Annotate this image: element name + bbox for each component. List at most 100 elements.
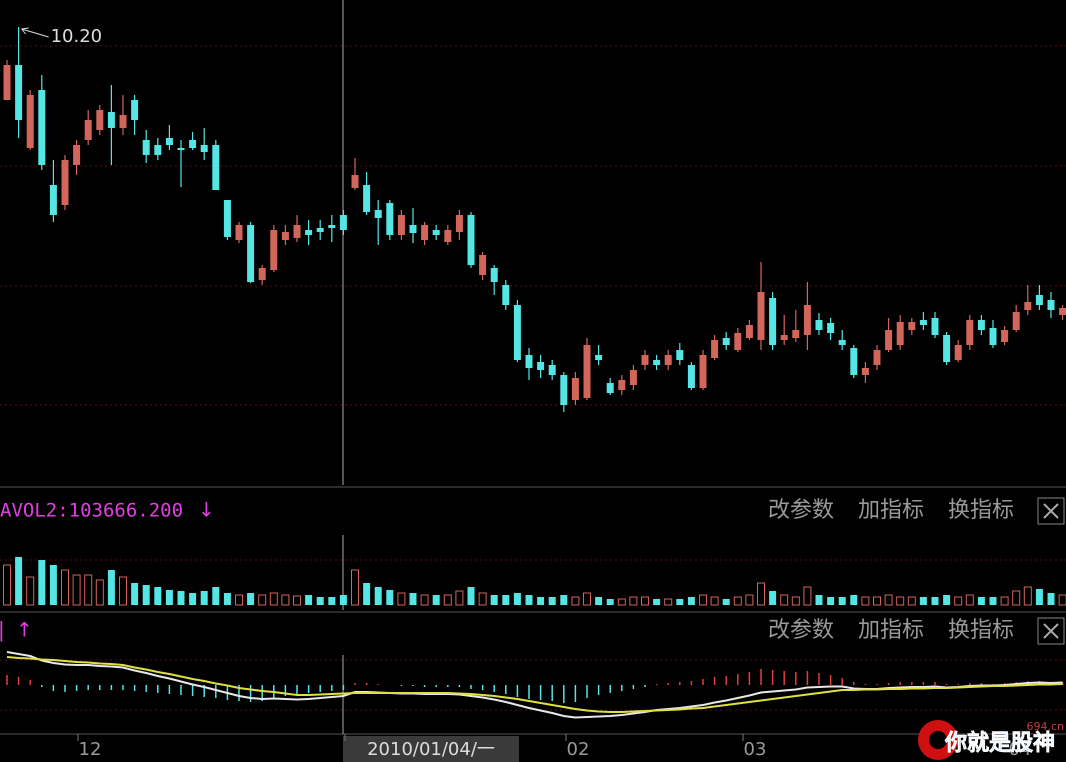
volume-bar bbox=[328, 597, 336, 605]
volume-bar bbox=[803, 586, 812, 606]
candle-body bbox=[931, 318, 939, 335]
candle-body bbox=[26, 95, 34, 148]
x-tick-label: 02 bbox=[567, 739, 590, 760]
watermark-site: 694.cn bbox=[1026, 720, 1064, 733]
candle-body bbox=[421, 225, 429, 240]
volume-bar bbox=[780, 594, 789, 606]
candle-body bbox=[339, 215, 347, 230]
toolbar-button[interactable]: 改参数 bbox=[768, 498, 834, 523]
toolbar-button[interactable]: 换指标 bbox=[948, 618, 1014, 643]
candle-body bbox=[189, 140, 197, 148]
volume-bar bbox=[954, 596, 963, 606]
volume-bar bbox=[397, 592, 406, 606]
volume-bar bbox=[548, 597, 556, 605]
candle-body bbox=[363, 185, 371, 212]
candle-body bbox=[444, 230, 452, 242]
close-box bbox=[1037, 617, 1065, 645]
x-tick-label: 04 bbox=[1009, 739, 1032, 760]
toolbar-button[interactable]: 加指标 bbox=[858, 618, 924, 643]
candle-body bbox=[3, 65, 11, 100]
volume-bar bbox=[443, 594, 452, 606]
candle-body bbox=[513, 305, 521, 360]
volume-bar bbox=[3, 564, 11, 606]
volume-bar bbox=[884, 594, 893, 606]
volume-bar bbox=[119, 576, 127, 606]
volume-label: AVOL2:103666.200 bbox=[0, 500, 183, 522]
volume-bar bbox=[710, 596, 719, 606]
volume-bar bbox=[919, 597, 927, 605]
candle-body bbox=[838, 340, 846, 345]
volume-bar bbox=[513, 593, 521, 605]
volume-bar bbox=[1058, 594, 1066, 606]
candle-body bbox=[1024, 302, 1032, 310]
volume-bar bbox=[907, 596, 916, 606]
candle-body bbox=[896, 322, 904, 345]
volume-bar bbox=[200, 591, 208, 605]
candle-body bbox=[861, 368, 869, 375]
volume-bar bbox=[595, 597, 603, 605]
volume-bar bbox=[305, 595, 313, 605]
candle-body bbox=[96, 110, 104, 130]
candle-body bbox=[131, 100, 139, 120]
volume-bar bbox=[641, 596, 649, 606]
toolbar-button[interactable]: 加指标 bbox=[858, 498, 924, 523]
candle-body bbox=[757, 292, 765, 340]
volume-bar bbox=[1047, 593, 1055, 605]
candle-body bbox=[780, 335, 788, 340]
candle-body bbox=[142, 140, 150, 155]
volume-bar bbox=[815, 595, 823, 605]
volume-arrow: ↓ bbox=[198, 498, 215, 522]
candle-body bbox=[560, 375, 568, 405]
candle-body bbox=[618, 380, 626, 390]
volume-bar bbox=[269, 592, 278, 606]
candle-body bbox=[664, 355, 672, 365]
candle-body bbox=[386, 203, 394, 235]
candle-body bbox=[687, 365, 695, 388]
volume-bar bbox=[61, 569, 69, 606]
volume-bar bbox=[757, 582, 765, 606]
candle-body bbox=[1001, 330, 1009, 342]
candle-body bbox=[247, 225, 255, 282]
volume-bar bbox=[363, 583, 371, 605]
volume-bar bbox=[560, 595, 568, 605]
marks: 10.20 12 2010/01/04/一 02 03 04 bbox=[3, 26, 1066, 760]
volume-bar bbox=[409, 593, 417, 605]
candle-body bbox=[351, 175, 359, 188]
volume-bar bbox=[223, 593, 231, 605]
volume-bar bbox=[212, 587, 220, 605]
candle-body bbox=[1047, 300, 1055, 310]
candle-body bbox=[827, 323, 835, 333]
volume-bar bbox=[177, 591, 185, 605]
candle-body bbox=[154, 145, 162, 155]
candle-body bbox=[479, 255, 487, 275]
candle-body bbox=[548, 365, 556, 375]
volume-bar bbox=[989, 597, 997, 605]
volume-bar bbox=[432, 595, 440, 605]
close-icon bbox=[1043, 503, 1059, 519]
candle-body bbox=[699, 355, 707, 388]
candle-body bbox=[815, 320, 823, 330]
volume-bar bbox=[606, 599, 614, 605]
close-button[interactable] bbox=[1037, 497, 1065, 525]
candle-body bbox=[734, 333, 742, 350]
watermark-logo-hole bbox=[929, 731, 947, 749]
close-button[interactable] bbox=[1037, 617, 1065, 645]
candle-body bbox=[119, 115, 127, 128]
candle-body bbox=[954, 345, 962, 360]
macd-label-edge: | bbox=[0, 618, 5, 642]
candle-body bbox=[15, 65, 23, 120]
volume-bar bbox=[374, 587, 382, 605]
volume-bar bbox=[699, 594, 707, 606]
volume-bar bbox=[142, 585, 150, 605]
candle-body bbox=[235, 225, 243, 240]
volume-bar bbox=[583, 592, 591, 606]
toolbar-button[interactable]: 改参数 bbox=[768, 618, 834, 643]
candle-body bbox=[270, 230, 278, 270]
volume-bar bbox=[745, 594, 754, 606]
toolbar-button[interactable]: 换指标 bbox=[948, 498, 1014, 523]
candle-body bbox=[165, 138, 173, 145]
watermark-text: 你就是股神 bbox=[944, 730, 1055, 756]
volume-bar bbox=[72, 574, 81, 606]
